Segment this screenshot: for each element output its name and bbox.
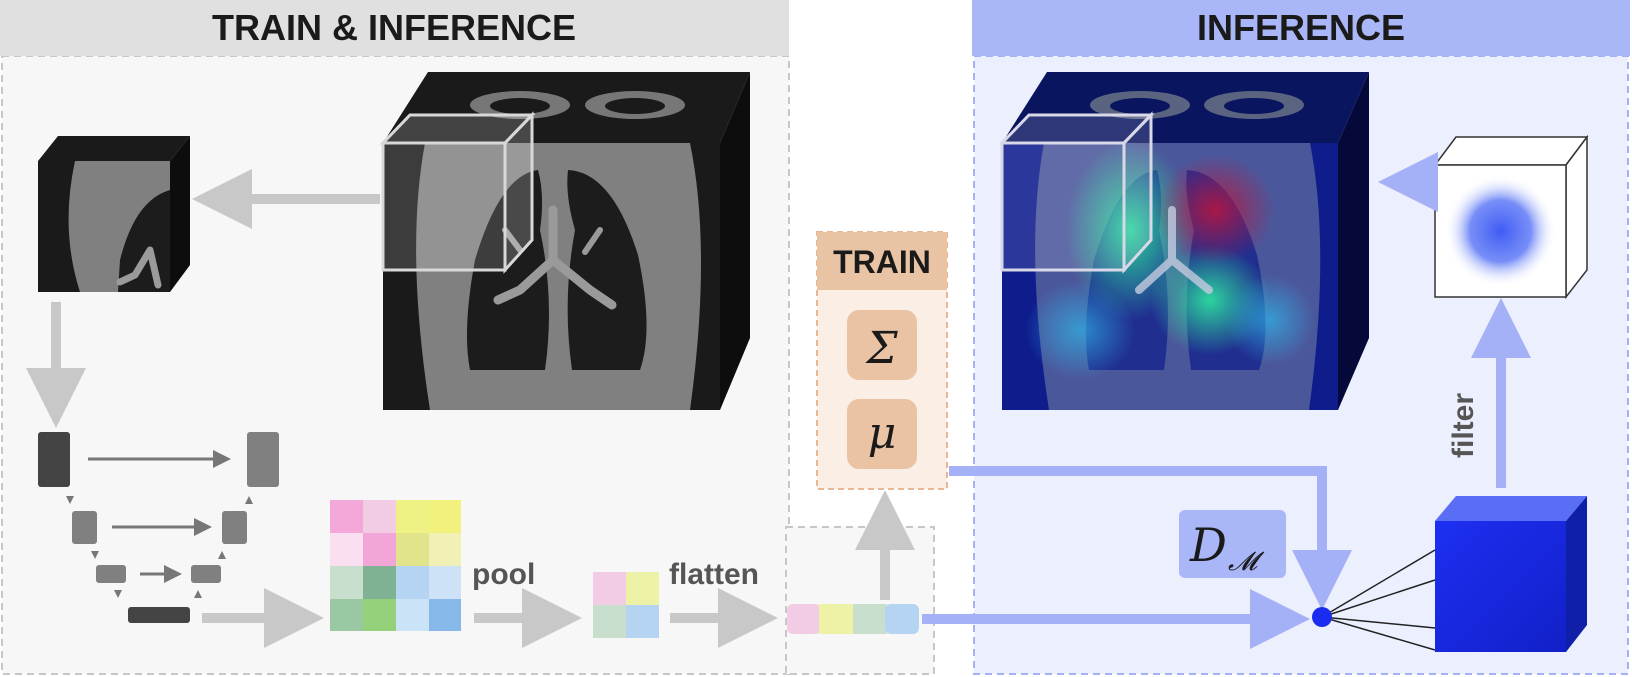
inference-header (972, 0, 1630, 56)
train-title: TRAIN (833, 244, 931, 280)
filter-label: filter (1447, 393, 1480, 458)
train-header (817, 232, 947, 290)
inference-title: INFERENCE (1197, 7, 1405, 48)
flatten-label: flatten (669, 558, 759, 591)
unet-encoder-decoder-icon (38, 432, 279, 623)
mahalanobis-distance-label: D 𝓜 (1179, 510, 1286, 578)
distance-node-icon (1312, 549, 1436, 651)
anomaly-heatmap-icon (998, 72, 1369, 410)
mean-symbol: μ (868, 408, 897, 459)
ct-volume-icon (379, 72, 750, 410)
distance-symbol: D (1189, 518, 1227, 572)
covariance-symbol: Σ (864, 323, 898, 374)
train-statistics-box: TRAIN Σ μ (816, 231, 948, 490)
blue-output-cube-icon (1435, 496, 1587, 652)
pooled-vector-icon (593, 572, 659, 638)
ct-patch-icon (38, 136, 190, 292)
train-inference-title: TRAIN & INFERENCE (212, 7, 576, 48)
blurred-filter-cube-icon (1433, 134, 1589, 300)
feature-map-grid-icon (330, 500, 461, 631)
train-inference-header (0, 0, 789, 56)
flattened-vector-icon (787, 604, 919, 634)
mean-cell (847, 399, 917, 469)
pool-label: pool (472, 558, 535, 591)
covariance-cell (847, 310, 917, 380)
